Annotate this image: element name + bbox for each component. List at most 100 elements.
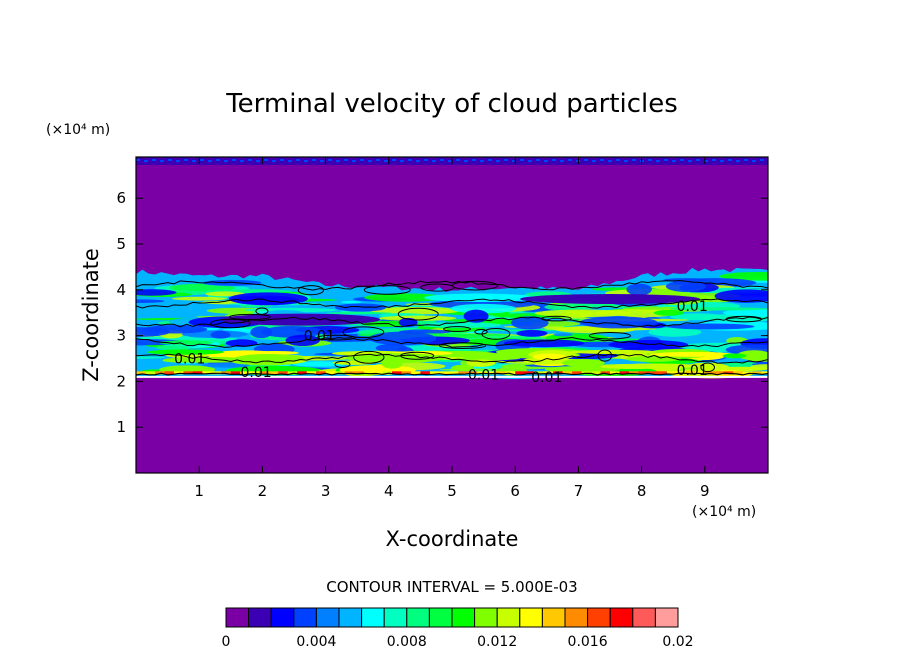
colorbar-swatch: [361, 607, 385, 628]
base-line-segment: [429, 371, 440, 375]
base-line-segment: [410, 371, 421, 375]
top-boundary-speckle: [368, 160, 372, 162]
contour-loop: [342, 326, 385, 339]
cloud-streak: [669, 307, 768, 311]
contour-loop: [316, 334, 356, 341]
top-boundary-speckle: [344, 159, 348, 161]
top-boundary-speckle: [336, 160, 340, 162]
top-boundary-speckle: [192, 160, 196, 162]
colorbar-swatch: [315, 607, 340, 628]
x-tick-label: 2: [258, 482, 268, 500]
base-line-segment: [448, 371, 459, 375]
base-line-segment: [752, 371, 763, 375]
base-line-segment: [761, 371, 768, 375]
contour-line: [136, 353, 768, 364]
x-tick-label: 3: [321, 482, 331, 500]
top-boundary-speckle: [200, 159, 204, 161]
base-streak: [569, 349, 658, 354]
contour-loop: [474, 329, 488, 335]
cloud-gap: [503, 339, 585, 348]
x-tick-label: 6: [510, 482, 520, 500]
contour-line: [136, 316, 768, 328]
contour-interval-note: CONTOUR INTERVAL = 5.000E-03: [326, 578, 577, 596]
x-tick-label: 4: [384, 482, 394, 500]
base-line-segment: [221, 371, 232, 375]
cloud-gap: [626, 283, 652, 296]
colorbar-swatch: [293, 607, 317, 628]
colorbar-swatch: [428, 607, 453, 628]
contour-loop: [588, 331, 631, 340]
top-boundary-speckle: [736, 160, 740, 162]
top-boundary-speckle: [656, 160, 660, 162]
top-boundary-speckle: [168, 159, 172, 161]
base-line-segment: [268, 371, 279, 375]
cloud-gap: [665, 280, 706, 292]
contour-line: [136, 372, 768, 376]
base-line-segment: [496, 371, 507, 375]
contour-line: [136, 279, 768, 291]
base-streak: [544, 365, 620, 373]
contour-loop: [451, 280, 499, 291]
top-boundary-speckle: [720, 160, 724, 162]
top-boundary-speckle: [320, 160, 324, 162]
top-boundary-speckle: [760, 159, 764, 161]
top-boundary-speckle: [456, 159, 460, 161]
colorbar-swatch: [654, 607, 679, 628]
top-boundary-speckle: [624, 160, 628, 162]
top-boundary-speckle: [512, 160, 516, 162]
colorbar-swatch: [564, 607, 589, 628]
top-boundary-speckle: [160, 160, 164, 162]
base-line-segment: [467, 371, 478, 375]
y-tick-label: 6: [116, 189, 126, 207]
base-line-segment: [164, 371, 175, 375]
top-boundary-speckle: [560, 160, 564, 162]
base-line-segment: [230, 371, 241, 375]
base-line-segment: [477, 371, 488, 375]
base-line-segment: [733, 371, 744, 375]
cloud-streak: [379, 315, 457, 321]
base-line-segment: [249, 371, 260, 375]
base-line-segment: [240, 371, 251, 375]
contour-loop: [700, 362, 715, 373]
colorbar-swatch: [541, 607, 566, 628]
top-boundary-speckle: [240, 160, 244, 162]
colorbar-swatch: [496, 607, 521, 628]
base-line-segment: [610, 371, 620, 375]
base-line-segment: [657, 371, 668, 375]
colorbar-label: 0: [222, 634, 231, 650]
base-streak: [532, 353, 566, 361]
cloud-gap: [136, 289, 177, 296]
cloud-gap: [579, 316, 658, 329]
cloud-streak: [205, 291, 245, 297]
contour-loop: [297, 285, 324, 296]
colorbar-swatch: [338, 607, 363, 628]
top-boundary-speckle: [304, 160, 308, 162]
base-line-segment: [391, 371, 402, 375]
cloud-gap: [511, 316, 549, 330]
base-line-segment: [192, 371, 203, 375]
cloud-streak: [723, 308, 768, 317]
top-boundary-speckle: [544, 160, 548, 162]
cloud-streak: [648, 327, 702, 337]
base-line-segment: [202, 371, 213, 375]
top-boundary-speckle: [416, 160, 420, 162]
top-boundary-speckle: [288, 160, 292, 162]
top-boundary-speckle: [616, 159, 620, 161]
base-line-segment: [685, 371, 696, 375]
top-boundary-speckle: [328, 159, 332, 161]
base-line-segment: [439, 371, 450, 375]
x-tick-label: 8: [637, 482, 647, 500]
top-boundary-speckle: [424, 159, 428, 161]
y-axis-label: Z-coordinate: [79, 248, 103, 382]
base-streak: [345, 353, 445, 364]
cloud-streak: [421, 322, 501, 329]
base-line-segment: [723, 371, 734, 375]
contour-label: 0.01: [677, 363, 708, 379]
y-tick-label: 2: [116, 372, 126, 390]
top-boundary-speckle: [584, 159, 588, 161]
top-boundary-speckle: [440, 159, 444, 161]
top-boundary-speckle: [496, 160, 500, 162]
top-boundary-speckle: [408, 159, 412, 161]
top-boundary-speckle: [480, 160, 484, 162]
top-boundary-speckle: [208, 160, 212, 162]
